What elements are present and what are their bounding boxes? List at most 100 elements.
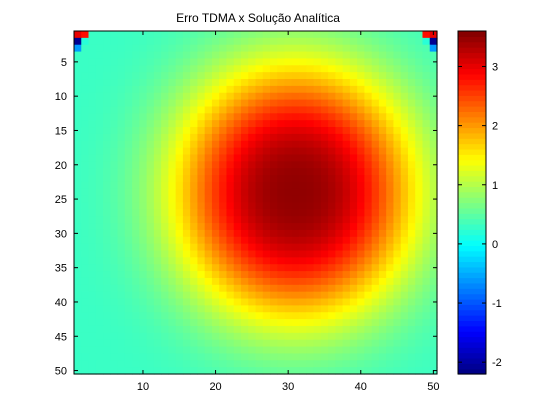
heatmap-cell — [190, 195, 199, 204]
heatmap-cell — [95, 44, 104, 53]
heatmap-cell — [291, 65, 300, 73]
heatmap-cell — [277, 195, 286, 204]
heatmap-cell — [386, 195, 395, 204]
heatmap-cell — [291, 106, 300, 114]
heatmap-cell — [168, 44, 177, 53]
heatmap-cell — [95, 298, 104, 306]
heatmap-cell — [110, 277, 119, 286]
heatmap-cell — [284, 319, 293, 327]
heatmap-cell — [407, 120, 416, 128]
heatmap-cell — [364, 72, 373, 80]
heatmap-cell — [320, 346, 329, 355]
heatmap-cell — [349, 58, 358, 66]
heatmap-cell — [132, 216, 140, 224]
heatmap-cell — [364, 284, 373, 293]
heatmap-cell — [262, 339, 271, 348]
heatmap-cell — [328, 133, 336, 142]
heatmap-cell — [371, 339, 380, 348]
heatmap-cell — [204, 99, 213, 108]
heatmap-cell — [124, 298, 133, 306]
heatmap-cell — [132, 85, 140, 94]
heatmap-cell — [277, 250, 286, 258]
heatmap-cell — [407, 271, 416, 279]
heatmap-cell — [313, 271, 322, 279]
heatmap-cell — [226, 346, 235, 355]
heatmap-cell — [74, 319, 82, 327]
heatmap-cell — [95, 113, 104, 121]
heatmap-cell — [95, 85, 104, 94]
heatmap-cell — [378, 332, 387, 341]
heatmap-cell — [233, 79, 242, 87]
heatmap-cell — [299, 31, 307, 39]
heatmap-cell — [291, 305, 300, 313]
heatmap-cell — [335, 92, 344, 101]
heatmap-cell — [277, 58, 286, 66]
heatmap-cell — [110, 168, 119, 176]
heatmap-cell — [81, 243, 90, 252]
heatmap-cell — [117, 168, 126, 176]
heatmap-cell — [262, 298, 271, 306]
heatmap-cell — [262, 332, 271, 341]
heatmap-cell — [313, 51, 322, 60]
heatmap-cell — [117, 85, 126, 94]
colorbar-segment — [458, 52, 486, 59]
heatmap-cell — [190, 277, 199, 286]
heatmap-cell — [110, 181, 119, 190]
heatmap-cell — [103, 209, 111, 217]
heatmap-cell — [378, 37, 387, 46]
heatmap-cell — [103, 367, 111, 375]
heatmap-cell — [211, 188, 220, 197]
heatmap-cell — [248, 120, 257, 128]
heatmap-cell — [161, 277, 169, 286]
heatmap-cell — [124, 243, 133, 252]
heatmap-cell — [103, 133, 111, 142]
heatmap-cell — [291, 284, 300, 293]
heatmap-cell — [299, 353, 307, 361]
heatmap-cell — [320, 175, 329, 183]
heatmap-cell — [110, 113, 119, 121]
heatmap-cell — [328, 264, 336, 272]
heatmap-cell — [386, 65, 395, 73]
heatmap-cell — [226, 264, 235, 272]
heatmap-cell — [88, 175, 97, 183]
heatmap-cell — [422, 209, 431, 217]
heatmap-cell — [132, 72, 140, 80]
heatmap-cell — [175, 339, 184, 348]
heatmap-cell — [190, 216, 199, 224]
heatmap-cell — [429, 284, 438, 293]
heatmap-cell — [386, 264, 395, 272]
heatmap-cell — [277, 31, 286, 39]
heatmap-cell — [248, 264, 257, 272]
heatmap-cell — [328, 72, 336, 80]
heatmap-cell — [415, 31, 424, 39]
heatmap-cell — [124, 120, 133, 128]
heatmap-cell — [299, 168, 307, 176]
heatmap-cell — [226, 325, 235, 334]
heatmap-cell — [211, 140, 220, 149]
heatmap-cell — [233, 216, 242, 224]
heatmap-cell — [182, 332, 191, 341]
heatmap-cell — [182, 188, 191, 197]
heatmap-cell — [277, 79, 286, 87]
heatmap-cell — [335, 72, 344, 80]
heatmap-cell — [103, 154, 111, 162]
heatmap-cell — [88, 120, 97, 128]
heatmap-cell — [299, 223, 307, 231]
heatmap-cell — [153, 161, 162, 169]
heatmap-cell — [328, 216, 336, 224]
heatmap-cell — [400, 79, 409, 87]
heatmap-cell — [211, 284, 220, 293]
heatmap-cell — [277, 127, 286, 135]
heatmap-cell — [262, 223, 271, 231]
heatmap-cell — [74, 51, 82, 60]
heatmap-cell — [407, 264, 416, 272]
heatmap-cell — [400, 202, 409, 210]
heatmap-cell — [371, 284, 380, 293]
heatmap-cell — [168, 99, 177, 108]
heatmap-cell — [378, 85, 387, 94]
heatmap-cell — [262, 250, 271, 258]
heatmap-cell — [81, 305, 90, 313]
heatmap-cell — [248, 360, 257, 368]
heatmap-cell — [233, 243, 242, 252]
heatmap-cell — [313, 195, 322, 204]
